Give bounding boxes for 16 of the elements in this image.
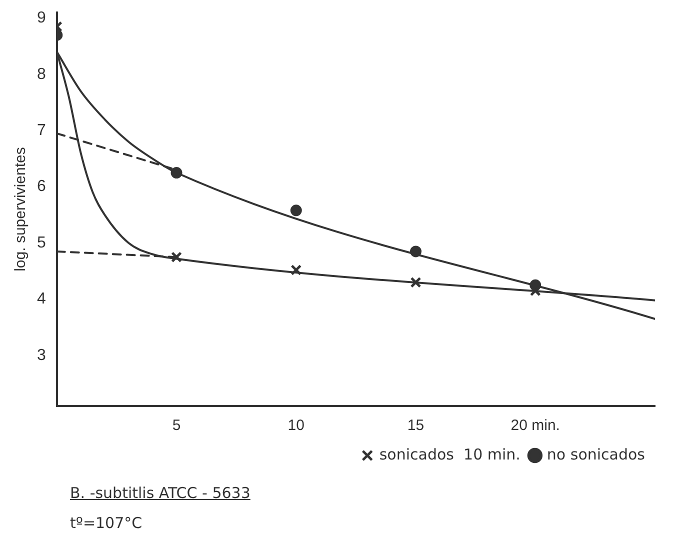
y-tick-label: 7 — [36, 122, 46, 140]
x-tick-label: 20 min. — [510, 417, 560, 434]
y-tick-label: 5 — [36, 234, 46, 252]
text: B. -subtitlis ATCC - 5633 — [70, 483, 250, 504]
text: tº=107°C — [70, 513, 144, 534]
x-tick-label: 10 — [288, 417, 304, 434]
x-tick-label: 5 — [172, 417, 181, 434]
y-tick-label: 9 — [36, 10, 46, 27]
legend-label: sonicados 10 min. — [379, 445, 520, 464]
y-tick-label: 8 — [36, 66, 46, 83]
x-tick-label: 15 — [407, 417, 424, 434]
y-tick-label: 4 — [36, 290, 46, 308]
y-axis-title: log. supervivientes — [12, 147, 30, 272]
legend-label: no sonicados — [546, 445, 646, 464]
y-tick-label: 6 — [36, 178, 46, 196]
y-tick-label: 3 — [36, 346, 46, 364]
